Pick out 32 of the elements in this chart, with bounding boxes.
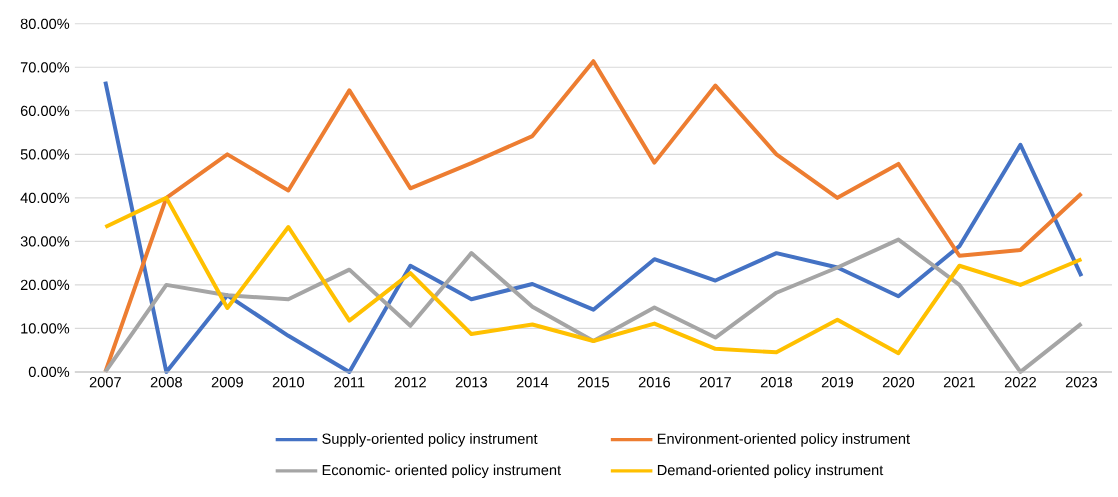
x-tick-label: 2011 xyxy=(334,377,365,388)
x-tick-label: 2012 xyxy=(394,377,426,388)
line-series xyxy=(103,195,1084,356)
x-tick-label: 2010 xyxy=(272,377,305,388)
legend-label: Environment-oriented policy instrument xyxy=(657,433,910,447)
line-series xyxy=(103,237,1084,374)
x-tick-label: 2007 xyxy=(89,377,121,388)
legend-label: Demand-oriented policy instrument xyxy=(657,464,884,479)
x-tick-label: 2018 xyxy=(760,377,793,388)
x-tick-label: 2014 xyxy=(516,377,549,388)
x-tick-label: 2017 xyxy=(699,377,731,388)
x-tick-label: 2008 xyxy=(150,377,182,388)
y-tick-label: 40.00% xyxy=(20,192,70,204)
y-tick-label: 80.00% xyxy=(20,18,70,29)
y-tick-label: 20.00% xyxy=(20,279,70,291)
legend-label: Economic- oriented policy instrument xyxy=(322,464,562,479)
y-tick-label: 0.00% xyxy=(28,366,70,378)
y-tick-label: 30.00% xyxy=(20,236,70,247)
legend-label: Supply-oriented policy instrument xyxy=(322,433,538,447)
x-tick-label: 2013 xyxy=(455,377,487,388)
y-tick-label: 50.00% xyxy=(20,149,70,160)
x-tick-label: 2019 xyxy=(821,377,853,388)
x-tick-label: 2021 xyxy=(943,377,975,388)
x-tick-label: 2020 xyxy=(882,377,915,388)
x-tick-label: 2023 xyxy=(1065,377,1098,388)
y-tick-label: 70.00% xyxy=(20,62,70,73)
y-tick-label: 60.00% xyxy=(20,105,70,117)
x-tick-label: 2015 xyxy=(577,377,610,388)
x-tick-label: 2016 xyxy=(638,377,670,388)
x-tick-label: 2022 xyxy=(1004,377,1036,388)
x-tick-label: 2009 xyxy=(211,377,243,388)
y-tick-label: 10.00% xyxy=(21,323,70,334)
